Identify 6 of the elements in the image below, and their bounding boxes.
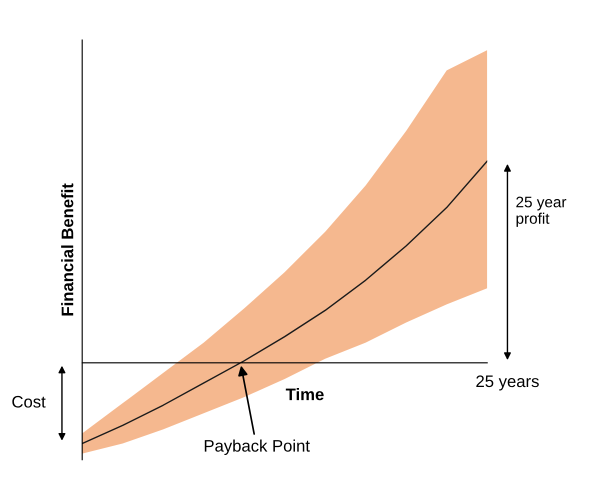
text: 25 year profit [516,196,566,227]
annotation: Payback Point [204,439,310,456]
x-axis-title: Time [286,388,324,400]
y-axis-title: Financial Benefit [61,183,74,316]
text: Cost [12,396,46,408]
annotation: 25 years [476,375,539,390]
